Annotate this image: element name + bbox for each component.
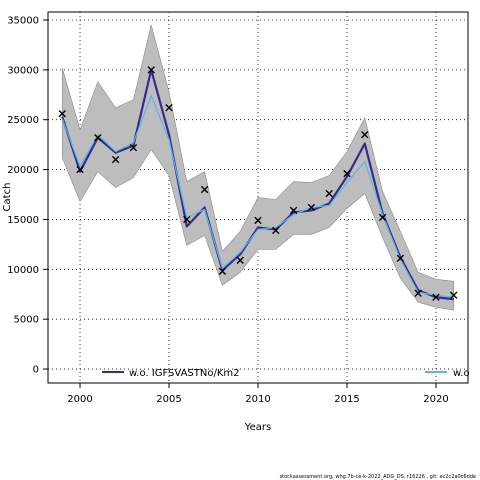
observation-marker xyxy=(254,216,262,225)
observation-marker xyxy=(325,189,333,198)
legend-label-2: w.o xyxy=(453,368,470,379)
observation-markers xyxy=(58,66,458,301)
y-tick-label: 20000 xyxy=(7,165,39,176)
y-axis-title: Catch xyxy=(2,183,13,212)
observation-marker xyxy=(396,254,405,263)
observation-marker xyxy=(272,226,280,235)
y-tick-label: 30000 xyxy=(7,65,39,76)
observation-marker xyxy=(450,291,458,299)
confidence-band xyxy=(61,24,455,311)
x-axis-title: Years xyxy=(244,422,271,433)
observation-marker xyxy=(147,66,155,74)
observation-marker xyxy=(129,143,138,152)
y-tick-label: 35000 xyxy=(7,15,39,26)
observation-marker xyxy=(218,267,227,275)
observation-marker xyxy=(183,215,191,224)
x-tick-label: 2010 xyxy=(245,394,270,405)
series-line-2 xyxy=(61,95,454,298)
footnote: stockassessment.org, whg.7b-ce-k-2022_AD… xyxy=(280,474,476,480)
legend-label-1: w.o. IGFSVASTNo/Km2 xyxy=(129,368,240,379)
observation-marker xyxy=(432,293,440,301)
observation-marker xyxy=(58,110,66,118)
observation-marker xyxy=(378,213,387,222)
y-tick-label: 0 xyxy=(33,365,39,376)
series-group xyxy=(61,68,454,301)
observation-marker xyxy=(307,203,316,212)
y-tick-label: 25000 xyxy=(7,115,39,126)
observation-marker xyxy=(236,256,244,265)
observation-marker xyxy=(414,289,422,297)
x-axis-ticks: 2000 2005 2010 2015 2020 xyxy=(67,383,449,405)
x-tick-label: 2015 xyxy=(334,394,359,405)
y-tick-label: 5000 xyxy=(14,315,39,326)
observation-marker xyxy=(76,165,84,174)
x-tick-label: 2000 xyxy=(67,394,92,405)
x-tick-label: 2005 xyxy=(156,394,181,405)
observation-marker xyxy=(94,133,102,142)
observation-marker xyxy=(200,185,209,194)
y-tick-label: 15000 xyxy=(7,215,39,226)
y-axis-ticks: 0 5000 10000 15000 20000 25000 30000 35000 xyxy=(7,15,48,376)
observation-marker xyxy=(343,169,351,178)
x-tick-label: 2020 xyxy=(423,394,448,405)
observation-marker xyxy=(361,130,369,139)
observation-marker xyxy=(111,155,120,164)
observation-marker xyxy=(289,206,298,215)
y-tick-label: 10000 xyxy=(7,265,39,276)
legend: w.o. IGFSVASTNo/Km2 w.o xyxy=(102,368,470,379)
observation-marker xyxy=(165,104,173,112)
